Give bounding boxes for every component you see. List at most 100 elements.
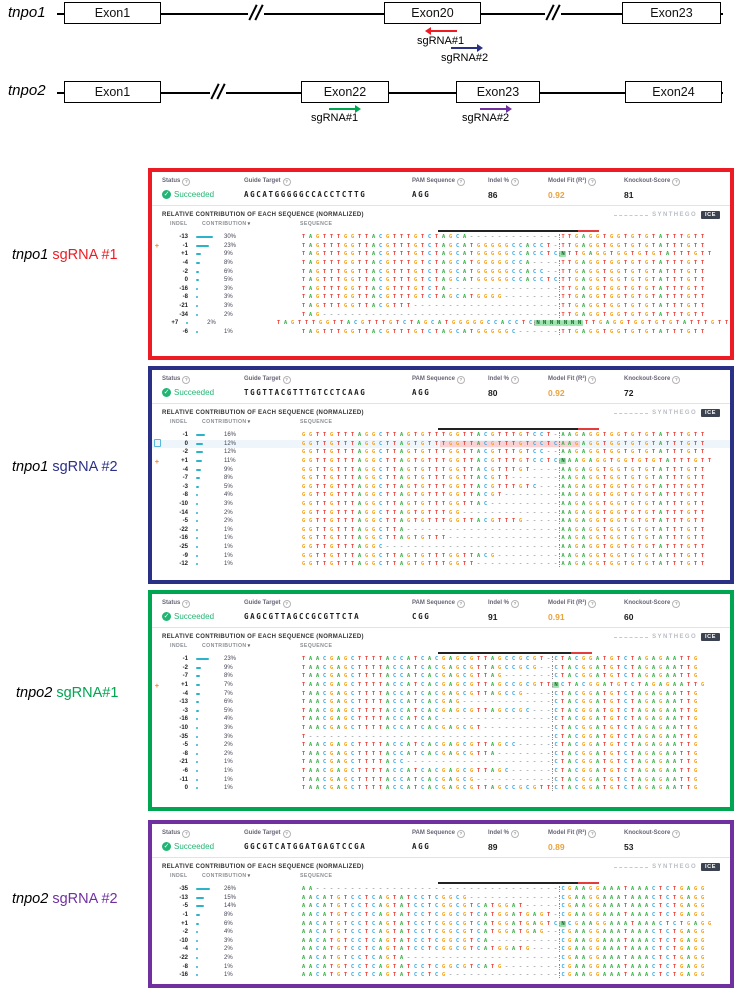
sequence-row[interactable]: 0 12% G G T T G T T T A G G C T T A G T G T T T G G T T A C G T T T G T C C T… xyxy=(152,438,730,449)
sequence-row[interactable]: -12 1% G G T T G T T T A G G C T T A G T G T T T G G T T - - - - - - - - - -… xyxy=(152,560,730,569)
sequence-row[interactable]: -2 12% G G T T G T T T A G G C T T A G T G T T T G G T T A C G T T T G T C C… xyxy=(152,448,730,457)
info-icon[interactable]: ? xyxy=(672,178,681,186)
info-icon[interactable]: ? xyxy=(588,178,597,186)
column-header-contribution[interactable]: CONTRIBUTION▾ xyxy=(202,221,251,227)
expand-row-icon[interactable]: + xyxy=(154,456,160,466)
sequence-row[interactable]: -11 1% T A A C G A G C T T T T A C C A T C A C G A G C G - - - - - - - - - -… xyxy=(152,775,730,784)
sequence-row[interactable]: -2 9% T A A C G A G C T T T T A C C A T C A C G A G C G T T A G C C G C G - -… xyxy=(152,664,730,673)
sequence-row[interactable]: -3 5% G G T T G T T T A G G C T T A G T G T T T G G T T A C G T T T G T C - -… xyxy=(152,483,730,492)
sequence-row[interactable]: -10 3% T A A C G A G C T T T T A C C A T C A C G A G C G T - - - - - - - - -… xyxy=(152,724,730,733)
sequence-row[interactable]: -16 1% A A C A T G T C C T C A G T A T C C T C G - - - - - - - - - - - - - -… xyxy=(152,971,730,980)
sequence-row[interactable]: -8 1% A A C A T G T C C T C A G T A T C C T C G G C G T C A T G - - - - - - -… xyxy=(152,962,730,971)
info-icon[interactable]: ? xyxy=(588,376,597,384)
sequence-row[interactable]: -35 26% A A - - - - - - - - - - - - - - - - - - - - - - - - - - - - - - - -… xyxy=(152,885,730,894)
sequence-row[interactable]: -22 1% G G T T G T T T A G G C T T A - - - - - - - - - - - - - - - - - - - -… xyxy=(152,526,730,535)
sequence-row[interactable]: -7 8% T A A C G A G C T T T T A C C A T C A C G A G C G T T A G - - - - - - -… xyxy=(152,672,730,681)
sequence-row[interactable]: -21 3% T A G T T T G G T T A C G T T T - - - - - - - - - - - - - - - - - - -… xyxy=(152,302,730,311)
sequence-row[interactable]: -13 15% A A C A T G T C C T C A G T A T C C T C G G C G - - - - - - - - - -… xyxy=(152,894,730,903)
sequence-row[interactable]: -8 3% T A G T T T G G T T A C G T T T G T C T A G C A T G G G G - - - - - - -… xyxy=(152,293,730,302)
info-icon[interactable]: ? xyxy=(282,600,291,608)
exon-box: Exon23 xyxy=(456,81,540,103)
sequence-row[interactable]: +7 2% T A G T T T G G T T A C G T T T G T C T A G C A T G G G G G C C A C C T… xyxy=(152,319,730,328)
sequence-row[interactable]: +1 6% A A C A T G T C C T C A G T A T C C T C G G C G T C A T G G A T G A G T… xyxy=(152,919,730,928)
sequence-row[interactable]: -1 8% A A C A T G T C C T C A G T A T C C T C G G C G T C A T G G A T G A G T… xyxy=(152,911,730,920)
expand-row-icon[interactable]: + xyxy=(154,241,160,251)
sequence-row[interactable]: -3 5% T A A C G A G C T T T T A C C A T C A C G A G C G T T A G C C G C - - -… xyxy=(152,707,730,716)
sequence-row[interactable]: -6 1% T A A C G A G C T T T T A C C A T C A C G A G C G T T A G C - - - - - -… xyxy=(152,767,730,776)
sequence-row[interactable]: -25 1% G G T T G T T T A G G C - - - - - - - - - - - - - - - - - - - - - - -… xyxy=(152,543,730,552)
info-icon[interactable]: ? xyxy=(511,376,520,384)
info-icon[interactable]: ? xyxy=(588,600,597,608)
indel-value: -1 xyxy=(182,656,188,663)
sequence-row[interactable]: -5 2% G G T T G T T T A G G C T T A G T G T T T G G T T A C G T T T G - - - -… xyxy=(152,517,730,526)
sequence-row[interactable]: -13 30% T A G T T T G G T T A C G T T T G T C T A G C A - - - - - - - - - -… xyxy=(152,233,730,242)
sequence-row[interactable]: + +1 7% T A A C G A G C T T T T A C C A T C A C G A G C G T T A G C C G C G T… xyxy=(152,681,730,690)
sequence-row[interactable]: + -1 23% T A G T T T G G T T A C G T T T G T C T A G C A T G G G G G C C A C… xyxy=(152,241,730,251)
sequence-row[interactable]: -2 6% T A G T T T G G T T A C G T T T G T C T A G C A T G G G G G C C A C C -… xyxy=(152,267,730,276)
info-icon[interactable]: ? xyxy=(182,376,191,384)
info-icon[interactable]: ? xyxy=(511,830,520,838)
sequence-row[interactable]: -6 1% T A G T T T G G T T A C G T T T G T C T A G C A T G G G G G C - - - - -… xyxy=(152,328,730,337)
info-icon[interactable]: ? xyxy=(588,830,597,838)
sequence-row[interactable]: -7 8% G G T T G T T T A G G C T T A G T G T T T G G T T A C G T T - - - - - -… xyxy=(152,474,730,483)
contribution-bar xyxy=(188,974,222,977)
info-icon[interactable]: ? xyxy=(456,600,465,608)
sequence-row[interactable]: -2 4% A A C A T G T C C T C A G T A T C C T C G G C G T C A T G G A T G A G -… xyxy=(152,928,730,937)
contribution-percent: 2% xyxy=(224,955,233,962)
sequence-row[interactable]: -8 4% G G T T G T T T A G G C T T A G T G T T T G G T T A C G T - - - - - - -… xyxy=(152,491,730,500)
sequence-row[interactable]: -16 4% T A A C G A G C T T T T A C C A T C A C - - - - - - - - - - - - - - -… xyxy=(152,715,730,724)
column-header-contribution[interactable]: CONTRIBUTION▾ xyxy=(202,419,251,425)
sequence-row[interactable]: -5 2% T A A C G A G C T T T T A C C A T C A C G A G C G T T A G C C - - - - -… xyxy=(152,741,730,750)
info-icon[interactable]: ? xyxy=(182,178,191,186)
info-icon[interactable]: ? xyxy=(456,178,465,186)
indel-value: -1 xyxy=(182,242,188,249)
column-header-contribution[interactable]: CONTRIBUTION▾ xyxy=(202,873,251,879)
sequence-row[interactable]: -21 1% T A A C G A G C T T T T A C C - - - - - - - - - - - - - - - - - - - -… xyxy=(152,758,730,767)
sequence-row[interactable]: +1 9% T A G T T T G G T T A C G T T T G T C T A G C A T G G G G G C C A C C T… xyxy=(152,250,730,259)
sequence-row[interactable]: + +1 11% G G T T G T T T A G G C T T A G T G T T T G G T T A C G T T T G T C… xyxy=(152,457,730,466)
contribution-percent: 8% xyxy=(224,475,233,482)
sequence-row[interactable]: -9 1% G G T T G T T T A G G C T T A G T G T T T G G T T A C G - - - - - - - -… xyxy=(152,551,730,560)
info-icon[interactable]: ? xyxy=(456,376,465,384)
sequence-row[interactable]: -13 6% T A A C G A G C T T T T A C C A T C A C G A G - - - - - - - - - - - -… xyxy=(152,698,730,707)
stat-label-indel: Indel % xyxy=(488,376,510,382)
contribution-percent: 5% xyxy=(224,483,233,490)
sequence-row[interactable]: -16 3% T A G T T T G G T T A C G T T T G T C T A - - - - - - - - - - - - - -… xyxy=(152,285,730,294)
info-icon[interactable]: ? xyxy=(456,830,465,838)
sequence-row[interactable]: -8 2% T A A C G A G C T T T T A C C A T C A C G A G C G T T A - - - - - - - -… xyxy=(152,750,730,759)
indel-value: -6 xyxy=(182,768,188,775)
sequence-row[interactable]: -10 3% A A C A T G T C C T C A G T A T C C T C G G C G T C A - - - - - - - -… xyxy=(152,937,730,946)
cut-site-legend xyxy=(614,214,649,216)
expand-row-icon[interactable]: + xyxy=(154,680,160,690)
sequence-row[interactable]: -4 7% T A A C G A G C T T T T A C C A T C A C G A G C G T T A G C C G - - - -… xyxy=(152,689,730,698)
sequence-row[interactable]: -10 3% G G T T G T T T A G G C T T A G T G T T T G G T T A C - - - - - - - -… xyxy=(152,500,730,509)
sequence-row[interactable]: -34 2% T A G - - - - - - - - - - - - - - - - - - - - - - - - - - - - - - - -… xyxy=(152,310,730,319)
sequence-row[interactable]: -4 2% A A C A T G T C C T C A G T A T C C T C G G C G T C A T G G A T G - - -… xyxy=(152,945,730,954)
sequence-row[interactable]: -4 9% G G T T G T T T A G G C T T A G T G T T T G G T T A C G T T T G T - - -… xyxy=(152,465,730,474)
info-icon[interactable]: ? xyxy=(282,178,291,186)
info-icon[interactable]: ? xyxy=(672,376,681,384)
stat-label-model-fit: Model Fit (R²) xyxy=(548,376,587,382)
info-icon[interactable]: ? xyxy=(182,600,191,608)
info-icon[interactable]: ? xyxy=(511,600,520,608)
info-icon[interactable]: ? xyxy=(282,830,291,838)
info-icon[interactable]: ? xyxy=(282,376,291,384)
sequence-row[interactable]: -14 2% G G T T G T T T A G G C T T A G T G T T T G G - - - - - - - - - - - -… xyxy=(152,508,730,517)
sequence-row[interactable]: -5 14% A A C A T G T C C T C A G T A T C C T C G G C G T C A T G G A T - - -… xyxy=(152,902,730,911)
sgrna1-arrow-icon xyxy=(425,26,457,36)
sequence-row[interactable]: -16 1% G G T T G T T T A G G C T T A G T G T T T - - - - - - - - - - - - - -… xyxy=(152,534,730,543)
sequence-row[interactable]: 0 1% T A A C G A G C T T T T A C C A T C A C G A G C G T T A G C C G C G T T C… xyxy=(152,784,730,793)
sequence-row[interactable]: -35 3% T - - - - - - - - - - - - - - - - - - - - - - - - - - - - - - - - - -… xyxy=(152,732,730,741)
info-icon[interactable]: ? xyxy=(672,830,681,838)
indel-value: -5 xyxy=(182,903,188,910)
sequence-row[interactable]: -1 16% G G T T G T T T A G G C T T A G T G T T T G G T T A C G T T T G T C C… xyxy=(152,431,730,440)
sequence-row[interactable]: -22 2% A A C A T G T C C T C A G T A - - - - - - - - - - - - - - - - - - - -… xyxy=(152,954,730,963)
sequence-row[interactable]: 0 5% T A G T T T G G T T A C G T T T G T C T A G C A T G G G G G C C A C C T C… xyxy=(152,276,730,285)
sequence-row[interactable]: -1 23% T A A C G A G C T T T T A C C A T C A C G A G C G T T A G C C G C G T… xyxy=(152,655,730,664)
sequence-row[interactable]: -4 8% T A G T T T G G T T A C G T T T G T C T A G C A T G G G G G C C A - - -… xyxy=(152,259,730,268)
info-icon[interactable]: ? xyxy=(672,600,681,608)
info-icon[interactable]: ? xyxy=(182,830,191,838)
info-icon[interactable]: ? xyxy=(511,178,520,186)
column-header-contribution[interactable]: CONTRIBUTION▾ xyxy=(202,643,251,649)
